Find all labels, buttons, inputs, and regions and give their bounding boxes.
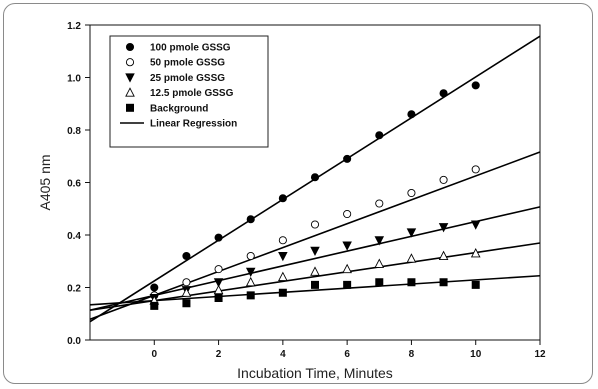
- data-point: [343, 209, 352, 219]
- data-point: [278, 271, 288, 282]
- data-point: [278, 194, 287, 203]
- legend-label: 12.5 pmole GSSG: [150, 88, 234, 99]
- data-point: [278, 251, 288, 262]
- data-point: [278, 288, 287, 297]
- legend: 100 pmole GSSG 50 pmole GSSG 25 pmole GSSG…: [109, 35, 269, 148]
- data-point: [439, 278, 448, 287]
- data-point: [150, 283, 159, 292]
- regression-line: [89, 242, 541, 312]
- data-point: [406, 253, 417, 263]
- chart-frame: [3, 3, 593, 384]
- data-point: [342, 241, 352, 251]
- data-point: [343, 280, 352, 289]
- y-tick-label: 0.8: [67, 126, 81, 137]
- legend-marker: [125, 87, 135, 97]
- data-point: [439, 175, 448, 184]
- data-point: [375, 131, 384, 140]
- legend-label: Background: [150, 103, 208, 114]
- y-tick-label: 0.0: [67, 336, 81, 347]
- y-tick-label: 0.4: [67, 231, 81, 242]
- data-point: [343, 154, 352, 163]
- data-point: [407, 278, 416, 287]
- x-tick-label: 10: [470, 349, 482, 360]
- data-point: [246, 291, 255, 300]
- data-point: [182, 278, 191, 287]
- data-point: [438, 223, 449, 233]
- data-point: [407, 188, 416, 198]
- legend-box: [109, 35, 269, 148]
- data-point: [182, 251, 191, 261]
- legend-label: 100 pmole GSSG: [150, 43, 231, 54]
- data-point: [342, 263, 352, 274]
- y-tick-label: 0.2: [67, 284, 81, 295]
- data-point: [471, 165, 480, 174]
- data-point: [245, 267, 256, 278]
- x-tick-label: 2: [216, 349, 222, 360]
- legend-label: 50 pmole GSSG: [150, 58, 225, 69]
- x-tick-label: 8: [409, 349, 415, 360]
- data-point: [407, 110, 416, 119]
- data-point: [181, 287, 192, 297]
- data-point: [214, 265, 223, 274]
- axes: 0 2 4 6 8 10 12 0.0 0.2 0.4 0.6 0.8 1.0 1.2: [67, 21, 546, 360]
- legend-label: Linear Regression: [150, 119, 237, 130]
- data-point: [439, 89, 448, 98]
- regression-line: [89, 151, 541, 321]
- data-point: [471, 280, 480, 289]
- y-tick-label: 0.6: [67, 179, 81, 190]
- y-axis-title: A405 nm: [37, 154, 53, 210]
- data-point: [310, 173, 320, 182]
- data-point: [214, 293, 223, 302]
- data-point: [375, 278, 384, 287]
- data-point: [182, 299, 191, 308]
- data-point: [246, 251, 255, 261]
- legend-marker: [126, 103, 135, 112]
- data-point: [471, 81, 480, 90]
- data-point: [375, 199, 384, 208]
- legend-marker: [125, 73, 135, 83]
- data-point: [374, 258, 385, 268]
- data-point: [214, 233, 223, 242]
- x-tick-label: 6: [344, 349, 350, 360]
- x-tick-label: 4: [280, 349, 286, 360]
- data-point: [310, 220, 320, 229]
- data-point: [310, 280, 319, 289]
- data-point: [213, 284, 224, 295]
- data-points: [149, 81, 481, 310]
- y-tick-label: 1.2: [67, 21, 81, 32]
- data-point: [310, 246, 320, 257]
- data-point: [374, 236, 385, 246]
- data-point: [150, 301, 159, 310]
- regression-line: [89, 206, 541, 311]
- y-tick-label: 1.0: [67, 74, 81, 85]
- data-point: [245, 276, 256, 287]
- data-point: [438, 250, 449, 261]
- legend-marker: [125, 42, 135, 52]
- regression-line: [89, 274, 541, 306]
- data-point: [406, 228, 417, 238]
- data-point: [213, 278, 224, 288]
- data-point: [470, 220, 481, 230]
- data-point: [470, 247, 481, 258]
- x-axis-title: Incubation Time, Minutes: [237, 365, 393, 381]
- x-tick-label: 12: [534, 349, 546, 360]
- legend-marker: [125, 58, 135, 67]
- data-point: [278, 236, 287, 245]
- data-point: [310, 266, 320, 276]
- x-tick-label: 0: [152, 349, 158, 360]
- data-point: [246, 215, 255, 224]
- legend-label: 25 pmole GSSG: [150, 73, 225, 84]
